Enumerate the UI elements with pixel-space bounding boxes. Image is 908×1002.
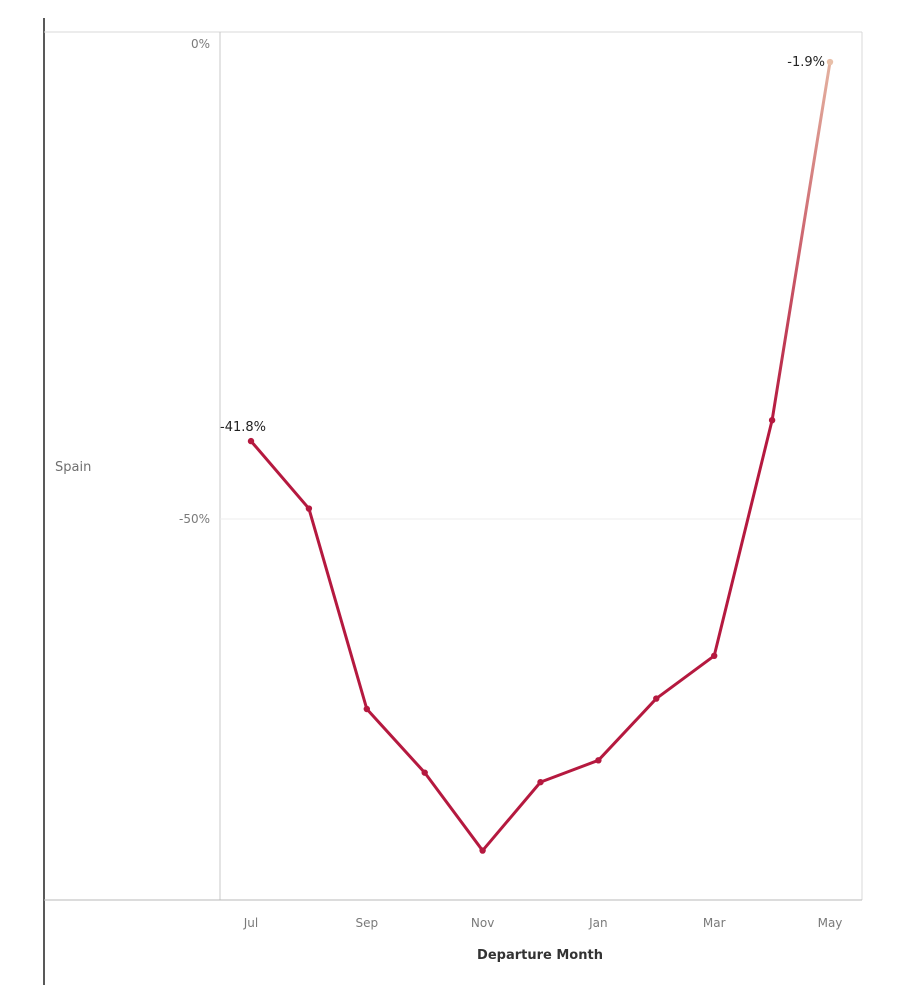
x-tick-label: Nov <box>471 916 494 930</box>
x-tick-label: Sep <box>355 916 378 930</box>
data-point[interactable] <box>247 437 255 445</box>
x-tick-label: Jan <box>588 916 608 930</box>
row-label: Spain <box>55 460 91 475</box>
x-tick-label: May <box>818 916 843 930</box>
x-tick-label: Mar <box>703 916 726 930</box>
data-point[interactable] <box>826 58 834 66</box>
data-point[interactable] <box>363 705 370 713</box>
data-points <box>247 58 834 854</box>
data-point[interactable] <box>653 695 660 702</box>
data-labels: -41.8% -1.9% <box>220 55 825 435</box>
data-label: -41.8% <box>220 420 266 435</box>
x-axis-ticks: Jul Sep Nov Jan Mar May <box>243 916 843 930</box>
y-tick-label: 0% <box>191 37 210 51</box>
data-label: -1.9% <box>787 55 825 70</box>
y-tick-label: -50% <box>179 512 210 526</box>
y-axis-ticks: 0% -50% <box>179 37 210 526</box>
data-point[interactable] <box>537 778 544 786</box>
data-point[interactable] <box>479 847 486 854</box>
series-line <box>249 60 832 853</box>
x-axis-title: Departure Month <box>477 948 603 963</box>
data-point[interactable] <box>305 505 313 512</box>
series-line-layer <box>249 60 832 853</box>
data-point[interactable] <box>595 757 602 764</box>
data-point[interactable] <box>421 769 428 776</box>
data-point[interactable] <box>711 652 718 659</box>
data-point[interactable] <box>768 417 776 424</box>
x-tick-label: Jul <box>243 916 258 930</box>
